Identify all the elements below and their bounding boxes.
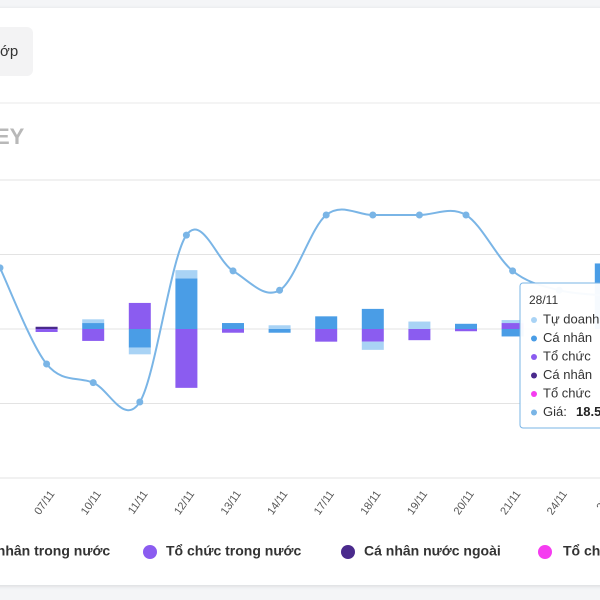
legend-label: Cá nhân nước ngoài: [364, 543, 501, 559]
legend-label: Tổ chức trong nước: [166, 543, 301, 559]
bar: [501, 320, 524, 324]
price-point: [0, 264, 4, 272]
bar: [82, 323, 105, 329]
x-tick-label: 13/11: [219, 489, 244, 518]
tooltip-item: Tổ chức: [543, 385, 591, 400]
tooltip-price-label: Giá:: [543, 404, 567, 419]
price-point: [415, 211, 423, 219]
tooltip-box: [519, 282, 600, 429]
x-tick-label: 25/1: [595, 489, 600, 513]
bar: [501, 329, 524, 337]
tab-button[interactable]: [0, 27, 33, 76]
bar: [128, 302, 151, 329]
bar: [361, 308, 384, 329]
legend-marker: [538, 545, 552, 559]
bar: [175, 329, 198, 388]
bar: [175, 270, 198, 279]
bar: [315, 316, 338, 329]
bar: [35, 326, 58, 329]
legend-marker: [143, 545, 157, 559]
bar: [268, 329, 291, 333]
tooltip: 28/11 Tự doanh Cá nhân Tổ chức Cá nhân Tổ chứ…: [519, 282, 600, 429]
tab-button-label[interactable]: ớp: [0, 43, 18, 60]
x-tick-label: 14/11: [265, 489, 290, 518]
x-tick-label: 12/11: [172, 489, 197, 518]
bar: [501, 323, 524, 329]
card: [0, 8, 600, 585]
tooltip-item: Tự doanh: [543, 311, 599, 326]
tooltip-item: Cá nhân: [543, 367, 592, 382]
bar: [175, 278, 198, 329]
tooltip-price: 18.5: [576, 404, 600, 419]
bar: [222, 323, 244, 329]
x-tick-label: 11/11: [126, 489, 151, 517]
x-tick-label: 20/11: [452, 489, 477, 518]
bar: [315, 329, 338, 342]
bar: [35, 329, 58, 332]
bar: [455, 323, 477, 329]
price-point: [462, 211, 470, 219]
x-tick-label: 19/11: [405, 489, 430, 518]
price-point: [89, 379, 97, 387]
price-point: [182, 231, 190, 239]
tooltip-item: Cá nhân: [543, 330, 592, 345]
tooltip-marker: [531, 354, 537, 360]
tooltip-item: Tổ chức: [543, 348, 591, 363]
bar: [268, 325, 291, 329]
x-tick-label: 24/11: [545, 489, 570, 518]
tooltip-title: 28/11: [529, 293, 558, 307]
tooltip-marker: [531, 335, 537, 342]
x-tick-label: 17/11: [312, 489, 337, 518]
bar: [455, 329, 477, 332]
tooltip-marker: [531, 409, 537, 416]
price-point: [43, 360, 51, 368]
x-tick-label: 18/11: [358, 489, 383, 518]
tooltip-marker: [531, 372, 537, 379]
bar: [128, 329, 151, 348]
bar: [408, 321, 431, 329]
legend-label: Cá nhân trong nước: [0, 543, 110, 559]
x-tick-label: 07/11: [32, 489, 57, 518]
price-point: [369, 211, 377, 219]
x-tick-label: 10/11: [79, 489, 104, 518]
bar: [408, 329, 431, 341]
legend-label: Tổ chức nước ngoài: [563, 543, 600, 559]
bar: [82, 319, 105, 324]
bar: [82, 329, 105, 341]
price-line: [0, 208, 600, 412]
tooltip-marker: [531, 317, 537, 323]
bar: [361, 341, 384, 350]
price-point: [229, 267, 237, 275]
x-tick-label: 21/11: [498, 489, 523, 518]
price-point: [136, 398, 144, 406]
tooltip-marker: [531, 391, 537, 397]
section-title: EY: [0, 124, 25, 149]
legend-marker: [341, 545, 355, 559]
price-point: [276, 286, 284, 294]
bar: [222, 329, 244, 333]
bar: [361, 329, 384, 342]
price-point: [509, 267, 517, 275]
bar: [128, 347, 151, 355]
price-point: [322, 211, 330, 219]
